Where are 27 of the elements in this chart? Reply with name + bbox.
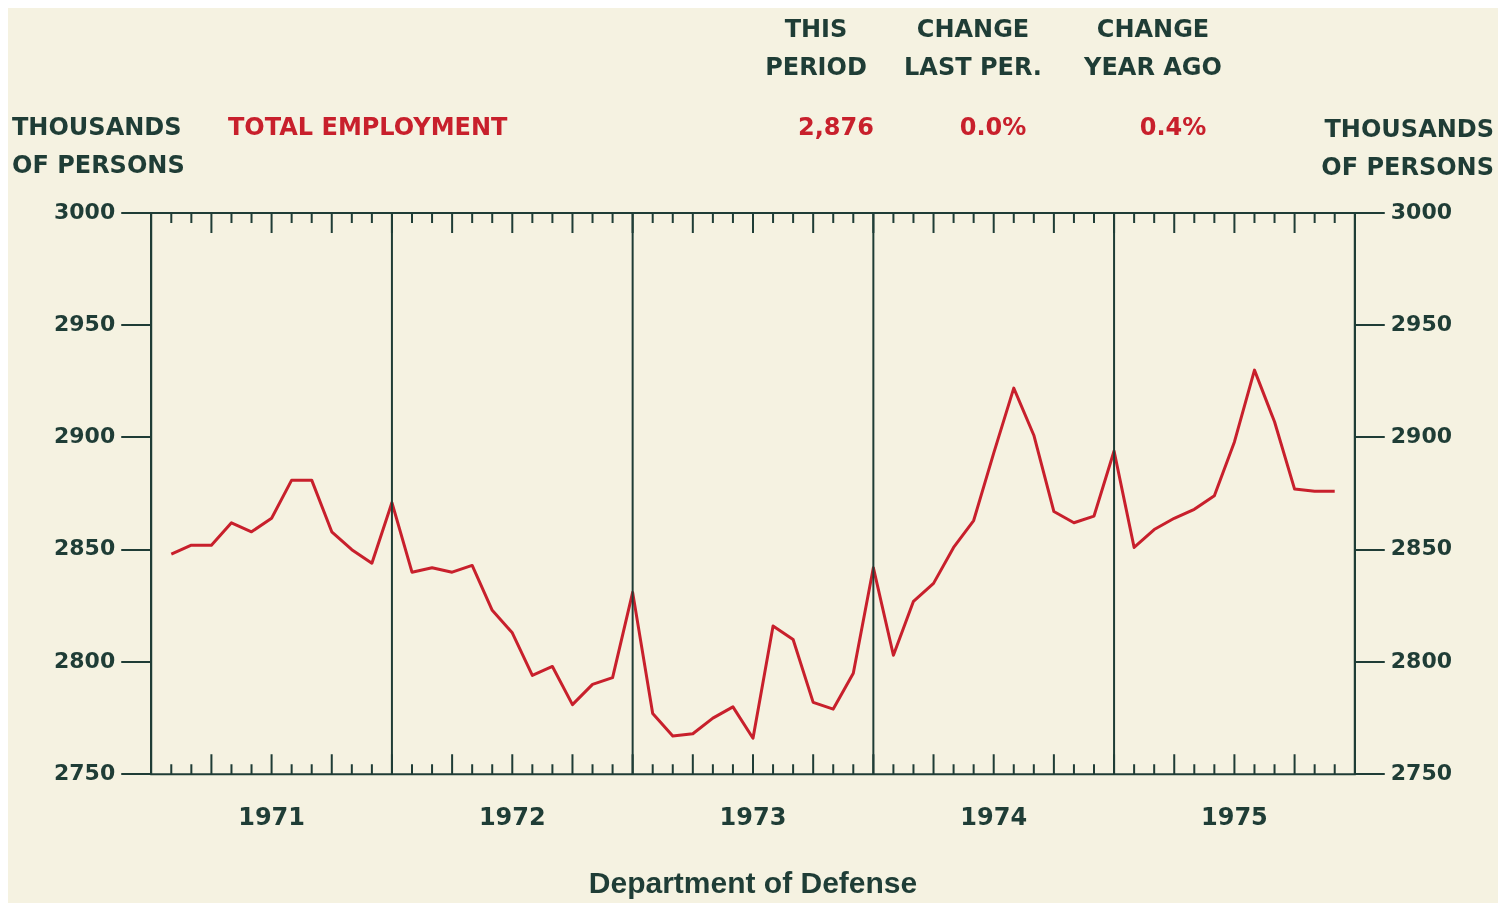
text: 2,876: [797, 112, 875, 143]
y-tick-label: 3000: [54, 198, 116, 224]
y2-tick-label: 2750: [1390, 759, 1452, 785]
y2-axis-title: THOUSANDS OF PERSONS: [1320, 114, 1494, 183]
y-tick-label: 2800: [54, 647, 116, 673]
y-tick-label: 2950: [54, 310, 116, 336]
y2-tick-label: 2850: [1390, 535, 1452, 561]
x-tick-label: 1971: [238, 802, 305, 831]
text: CHANGE YEAR AGO: [1083, 14, 1223, 83]
text: 0.4%: [1138, 112, 1208, 143]
text: TOTAL EMPLOYMENT: [228, 112, 508, 143]
y-tick-label: 2750: [54, 759, 116, 785]
x-tick-label: 1973: [719, 802, 787, 831]
x-tick-label: 1975: [1201, 802, 1268, 831]
y2-tick-label: 2800: [1390, 647, 1452, 673]
x-tick-label: 1972: [478, 802, 546, 831]
y2-tick-label: 3000: [1390, 198, 1452, 224]
y2-tick-label: 2950: [1390, 310, 1452, 336]
text: CHANGE LAST PER.: [903, 14, 1043, 83]
y-axis-title: THOUSANDS OF PERSONS: [12, 112, 186, 181]
x-tick-label: 1974: [960, 802, 1028, 831]
text: 0.0%: [958, 112, 1028, 143]
y-tick-label: 2850: [54, 535, 116, 561]
text: THIS PERIOD: [764, 14, 868, 83]
text: Department of Defense: [588, 866, 918, 900]
y-tick-label: 2900: [54, 423, 116, 449]
y2-tick-label: 2900: [1390, 423, 1452, 449]
